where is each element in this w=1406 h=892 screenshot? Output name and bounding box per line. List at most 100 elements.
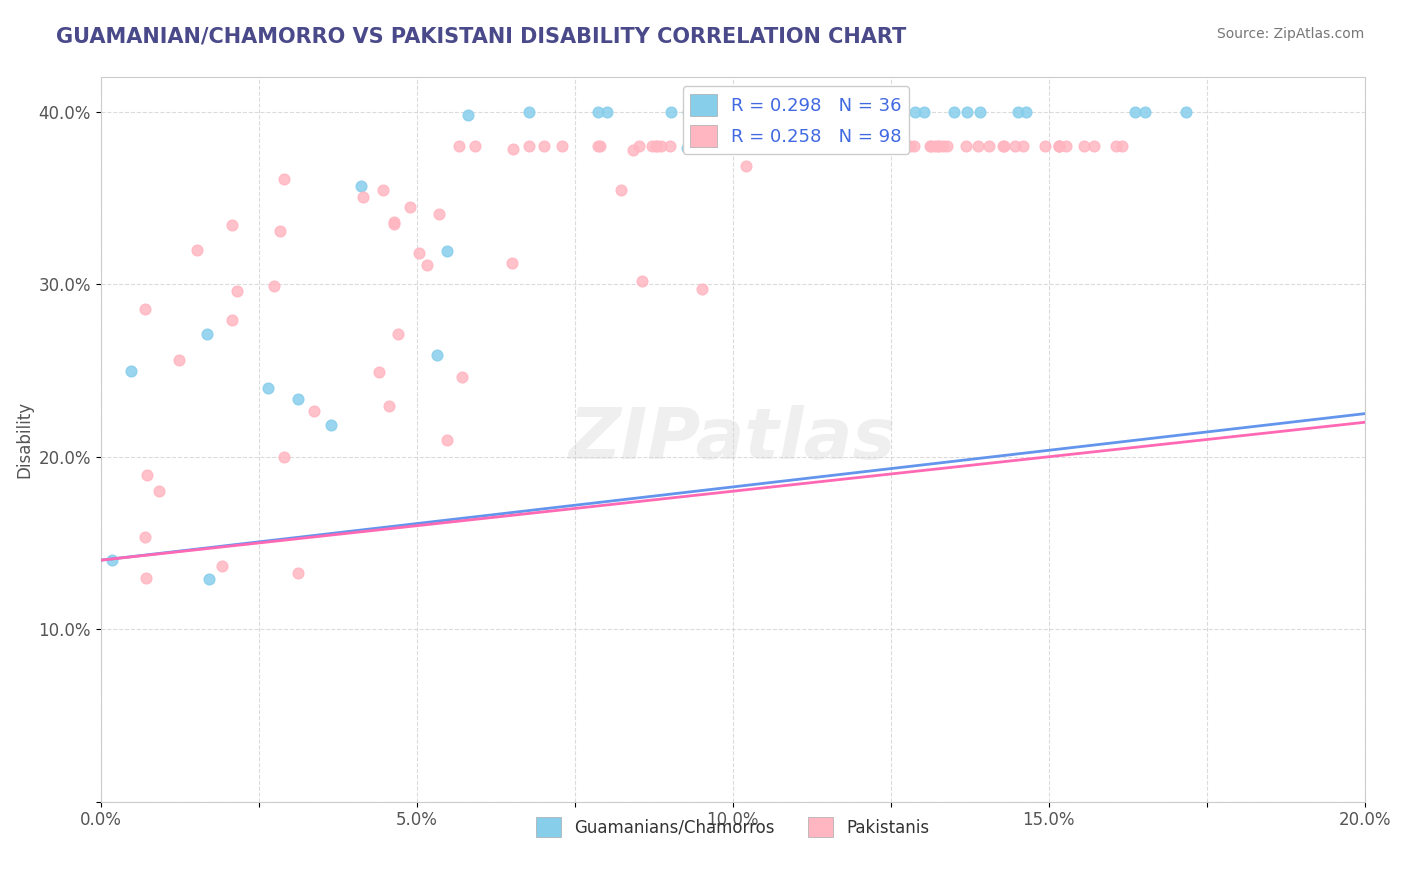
- Point: [1047, 139, 1070, 153]
- Point: [1174, 104, 1197, 119]
- Point: [1007, 104, 1029, 119]
- Point: [610, 183, 633, 197]
- Point: [257, 381, 280, 395]
- Point: [148, 484, 170, 499]
- Point: [758, 139, 780, 153]
- Point: [920, 139, 942, 153]
- Point: [436, 433, 458, 447]
- Point: [928, 139, 950, 153]
- Point: [501, 256, 523, 270]
- Point: [903, 139, 925, 153]
- Point: [269, 224, 291, 238]
- Point: [717, 139, 740, 153]
- Point: [350, 179, 373, 194]
- Point: [1073, 139, 1095, 153]
- Point: [831, 104, 853, 119]
- Point: [728, 139, 751, 153]
- Point: [813, 104, 835, 119]
- Point: [675, 141, 697, 155]
- Point: [799, 139, 821, 153]
- Point: [100, 553, 122, 567]
- Point: [588, 139, 610, 153]
- Point: [1105, 139, 1128, 153]
- Point: [1035, 139, 1057, 153]
- Point: [859, 104, 882, 119]
- Point: [1111, 139, 1133, 153]
- Point: [918, 139, 941, 153]
- Point: [696, 139, 718, 153]
- Point: [167, 352, 190, 367]
- Point: [263, 279, 285, 293]
- Point: [645, 139, 668, 153]
- Point: [352, 190, 374, 204]
- Point: [586, 139, 609, 153]
- Point: [927, 139, 949, 153]
- Point: [134, 530, 156, 544]
- Point: [211, 559, 233, 574]
- Point: [650, 139, 672, 153]
- Point: [717, 139, 740, 153]
- Point: [794, 104, 817, 119]
- Point: [321, 417, 343, 432]
- Point: [692, 282, 714, 296]
- Point: [690, 139, 713, 153]
- Point: [399, 200, 422, 214]
- Point: [447, 139, 470, 153]
- Point: [770, 139, 793, 153]
- Point: [770, 139, 793, 153]
- Point: [835, 139, 858, 153]
- Point: [765, 139, 787, 153]
- Point: [120, 364, 142, 378]
- Point: [686, 104, 709, 119]
- Point: [880, 139, 903, 153]
- Point: [586, 104, 609, 119]
- Point: [427, 207, 450, 221]
- Point: [659, 139, 682, 153]
- Point: [710, 104, 733, 119]
- Text: GUAMANIAN/CHAMORRO VS PAKISTANI DISABILITY CORRELATION CHART: GUAMANIAN/CHAMORRO VS PAKISTANI DISABILI…: [56, 27, 907, 46]
- Point: [912, 104, 935, 119]
- Point: [627, 139, 650, 153]
- Point: [806, 139, 828, 153]
- Point: [846, 139, 869, 153]
- Point: [464, 139, 486, 153]
- Point: [800, 139, 823, 153]
- Point: [1047, 139, 1070, 153]
- Point: [852, 139, 875, 153]
- Point: [426, 348, 449, 362]
- Point: [993, 139, 1015, 153]
- Point: [451, 370, 474, 384]
- Y-axis label: Disability: Disability: [15, 401, 32, 478]
- Point: [956, 104, 979, 119]
- Point: [821, 139, 844, 153]
- Point: [596, 104, 619, 119]
- Point: [872, 104, 894, 119]
- Point: [135, 467, 157, 482]
- Point: [955, 139, 977, 153]
- Point: [533, 139, 555, 153]
- Point: [745, 139, 768, 153]
- Point: [371, 183, 394, 197]
- Point: [273, 450, 295, 464]
- Point: [382, 217, 405, 231]
- Point: [969, 104, 991, 119]
- Point: [519, 104, 541, 119]
- Legend: Guamanians/Chamorros, Pakistanis: Guamanians/Chamorros, Pakistanis: [529, 810, 936, 844]
- Point: [221, 313, 243, 327]
- Point: [935, 139, 957, 153]
- Point: [436, 244, 458, 259]
- Point: [1135, 104, 1157, 119]
- Point: [368, 366, 391, 380]
- Point: [377, 399, 399, 413]
- Point: [991, 139, 1014, 153]
- Text: ZIPatlas: ZIPatlas: [569, 405, 897, 474]
- Point: [457, 108, 479, 122]
- Point: [134, 301, 156, 316]
- Point: [1083, 139, 1105, 153]
- Point: [776, 104, 799, 119]
- Point: [659, 104, 682, 119]
- Point: [631, 274, 654, 288]
- Point: [387, 327, 409, 342]
- Point: [1015, 104, 1038, 119]
- Point: [287, 392, 309, 406]
